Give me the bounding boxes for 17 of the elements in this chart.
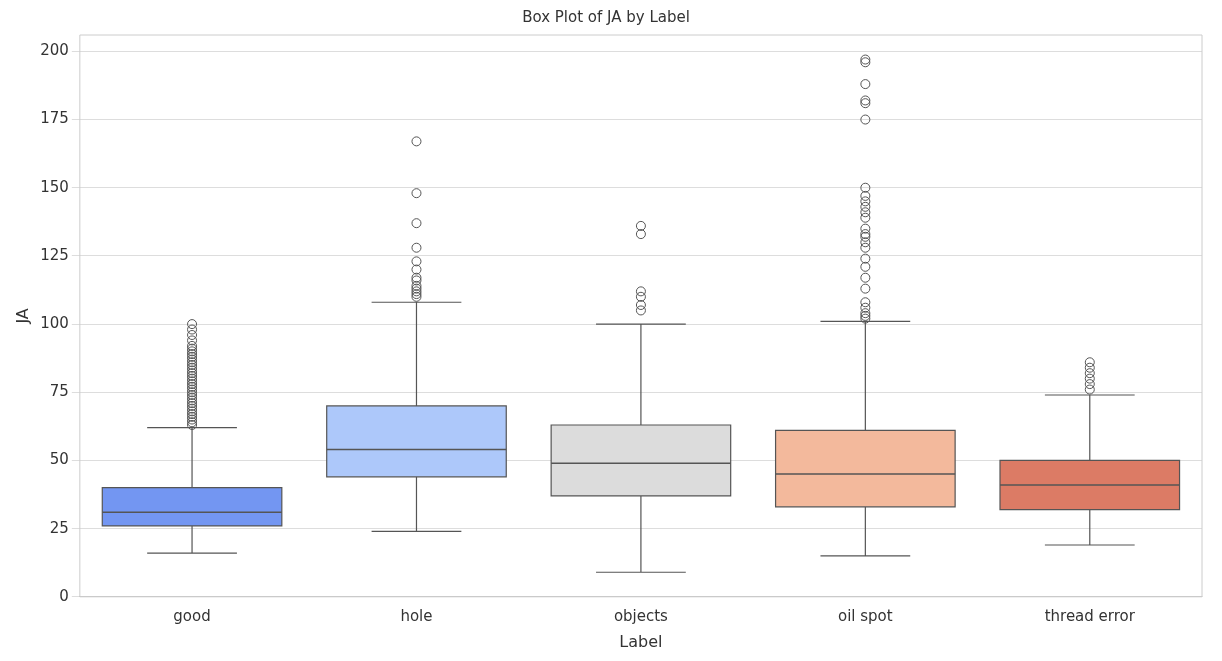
y-tick-label: 150 [40, 177, 69, 196]
y-tick-label: 175 [40, 109, 69, 128]
y-tick-label: 125 [40, 245, 69, 264]
y-tick-label: 200 [40, 41, 69, 60]
x-tick-label: objects [613, 606, 669, 625]
x-tick-label: thread error [1044, 606, 1136, 625]
x-tick-label: hole [400, 606, 433, 625]
x-tick-label: good [173, 606, 211, 625]
y-tick-label: 25 [49, 518, 69, 537]
y-axis-title: JA [12, 308, 32, 325]
x-axis-title: Label [619, 631, 663, 651]
y-tick-label: 75 [49, 382, 69, 401]
x-tick-label: oil spot [838, 606, 893, 625]
y-tick-label: 0 [59, 586, 69, 605]
y-tick-label: 50 [49, 450, 69, 469]
y-tick-label: 100 [40, 313, 69, 332]
chart-title: Box Plot of JA by Label [522, 7, 690, 26]
